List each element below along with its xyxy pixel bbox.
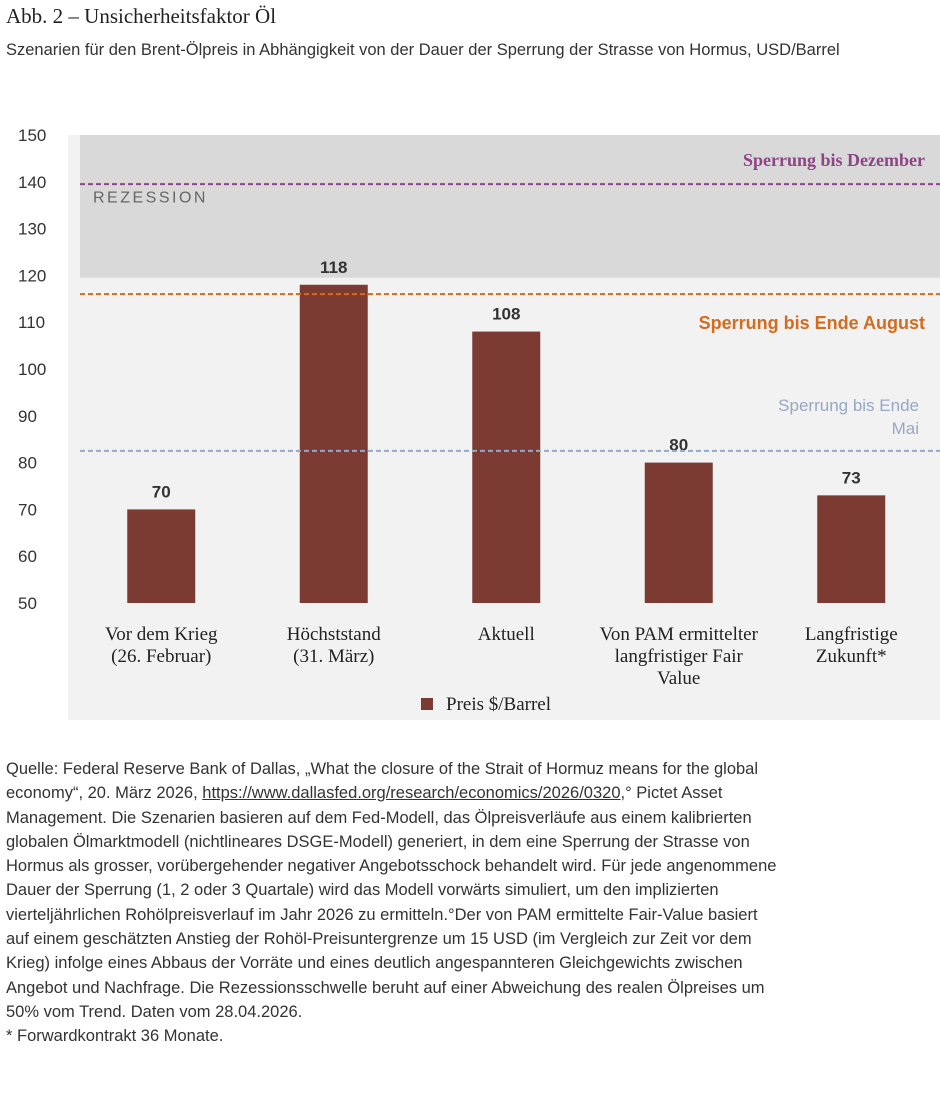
data-label: 118: [320, 258, 347, 277]
category-label: (31. März): [293, 646, 374, 667]
data-label: 80: [669, 436, 688, 455]
legend-swatch: [421, 698, 433, 710]
y-tick-label: 140: [18, 173, 46, 192]
source-line-prefix: economy“, 20. März 2026,: [6, 784, 203, 803]
legend-label: Preis $/Barrel: [446, 694, 551, 715]
source-line: Quelle: Federal Reserve Bank of Dallas, …: [6, 760, 759, 778]
bar: [127, 509, 196, 603]
y-tick-label: 150: [18, 126, 46, 145]
category-label: Langfristige: [805, 624, 898, 645]
recession-label: REZESSION: [93, 190, 208, 207]
source-line: globalen Ölmarktmodell (nichtlineares DS…: [6, 832, 750, 851]
category-label: (26. Februar): [111, 646, 211, 667]
category-label: Höchststand: [287, 624, 381, 645]
dallasfed-link[interactable]: https://www.dallasfed.org/research/econo…: [202, 784, 621, 803]
data-label: 73: [842, 468, 861, 487]
source-line: Management. Die Szenarien basieren auf d…: [6, 808, 752, 827]
y-tick-label: 50: [18, 594, 37, 613]
category-label: Aktuell: [478, 624, 535, 645]
category-label: Von PAM ermittelter: [600, 624, 759, 645]
y-tick-label: 90: [18, 407, 37, 426]
reference-line-label: Sperrung bis Dezember: [743, 150, 925, 170]
y-tick-label: 70: [18, 500, 37, 519]
category-label: langfristiger Fair: [615, 646, 744, 667]
category-label: Value: [657, 668, 700, 689]
chart-title: Abb. 2 – Unsicherheitsfaktor Öl: [6, 4, 277, 28]
source-line: Krieg) infolge eines Abbaus der Vorräte …: [6, 954, 743, 973]
bar: [644, 462, 713, 603]
y-tick-label: 110: [18, 313, 45, 332]
source-line: Angebot und Nachfrage. Die Rezessionssch…: [6, 978, 765, 997]
source-note: Quelle: Federal Reserve Bank of Dallas, …: [6, 757, 940, 1049]
bar: [299, 284, 368, 603]
data-label: 70: [152, 482, 171, 501]
category-label: Zukunft*: [816, 646, 887, 667]
source-line-suffix: ,° Pictet Asset: [620, 784, 723, 803]
y-tick-label: 80: [18, 454, 37, 473]
reference-line-label: Sperrung bis Ende: [778, 396, 919, 415]
y-tick-label: 120: [18, 266, 46, 285]
source-line: Dauer der Sperrung (1, 2 oder 3 Quartale…: [6, 881, 719, 900]
y-tick-label: 60: [18, 547, 37, 566]
category-label: Vor dem Krieg: [105, 624, 218, 645]
recession-region: [80, 135, 940, 278]
source-line-with-link: economy“, 20. März 2026, https://www.dal…: [6, 781, 940, 805]
source-line: 50% vom Trend. Daten vom 28.04.2026.: [6, 1002, 303, 1021]
chart-subtitle: Szenarien für den Brent-Ölpreis in Abhän…: [6, 41, 840, 59]
bar-chart: REZESSION 50 60 70 80 90 100 110 120 130 140 150 70 1…: [18, 126, 940, 720]
bar: [472, 331, 541, 603]
reference-line-label: Sperrung bis Ende August: [699, 313, 925, 333]
reference-line-label: Mai: [892, 419, 919, 438]
data-label: 108: [492, 305, 520, 324]
y-tick-label: 130: [18, 220, 46, 239]
footnote: * Forwardkontrakt 36 Monate.: [6, 1027, 224, 1046]
source-line: auf einem geschätzten Anstieg der Rohöl-…: [6, 930, 752, 949]
source-line: vierteljährlichen Rohölpreisverlauf im J…: [6, 905, 758, 924]
y-tick-label: 100: [18, 360, 46, 379]
source-line: Hormus als grosser, vorübergehender nega…: [6, 857, 777, 876]
bar: [817, 495, 886, 603]
